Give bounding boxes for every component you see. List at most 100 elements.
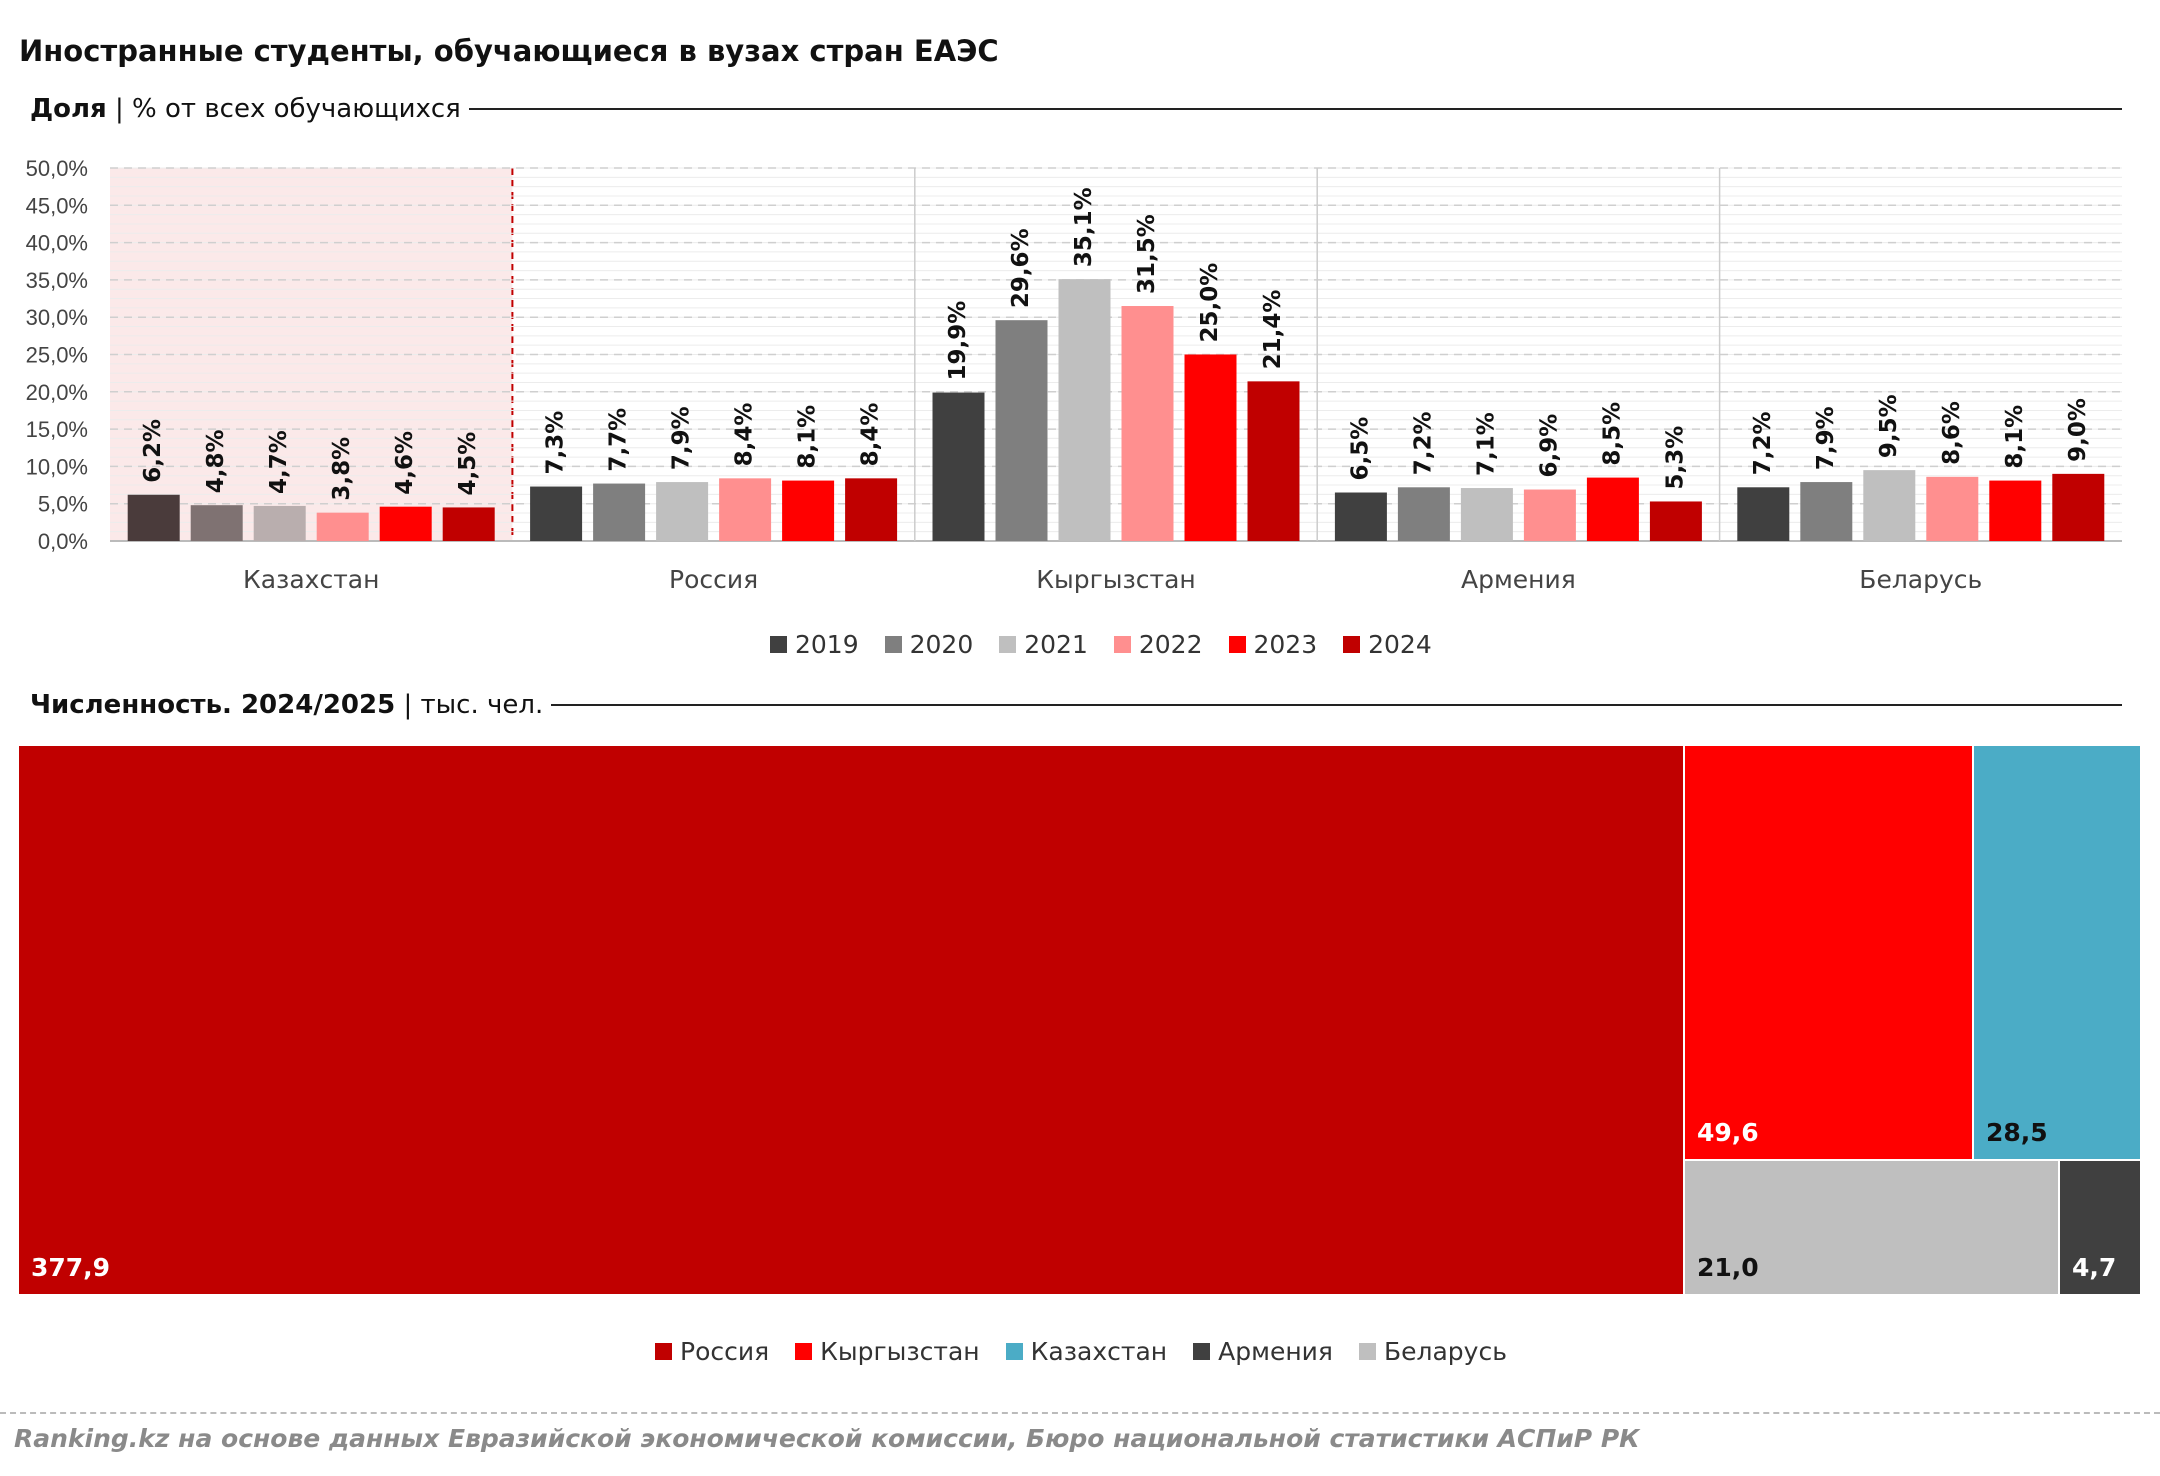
data-label: 31,5% [1134,214,1160,294]
treemap-cell-armenia: 4,7 [2059,1160,2141,1295]
legend-swatch [795,1343,813,1360]
y-tick-label: 45,0% [26,193,88,218]
data-label: 4,7% [266,430,292,494]
category-label: Беларусь [1859,565,1982,594]
data-label: 9,5% [1876,394,1902,458]
legend-swatch [1193,1343,1211,1360]
data-label: 19,9% [945,301,971,381]
bar [190,505,243,541]
treemap-value: 49,6 [1697,1118,1759,1147]
y-tick-label: 15,0% [26,417,88,442]
data-label: 6,2% [140,419,166,483]
bar [379,506,432,541]
treemap-value: 21,0 [1697,1253,1759,1282]
footer-divider [0,1412,2160,1414]
bar-legend: 2019 2020 2021 2022 2023 2024 [770,630,1432,659]
bar [932,392,985,541]
treemap-value: 28,5 [1986,1118,2048,1147]
y-tick-label: 5,0% [38,492,88,517]
data-label: 7,1% [1473,412,1499,476]
legend-swatch [1358,1343,1376,1360]
legend-label: 2019 [795,630,859,659]
bar [1397,487,1450,541]
y-tick-label: 50,0% [26,156,88,181]
legend-item: 2020 [884,630,974,659]
section-share-header: Доля | % от всех обучающихся [30,94,2122,124]
data-label: 6,5% [1347,417,1373,481]
section-share-bold: Доля [30,94,107,124]
bar [845,478,898,541]
treemap-cell-kazakhstan: 28,5 [1973,745,2141,1160]
legend-label: 2023 [1253,630,1318,659]
data-label: 29,6% [1008,228,1034,308]
bar [1800,482,1853,541]
legend-item: 2021 [999,630,1088,659]
bar [442,507,495,541]
legend-swatch [1005,1343,1023,1360]
legend-item: Кыргызстан [795,1337,980,1366]
treemap-cell-kyrgyzstan: 49,6 [1684,745,1973,1160]
bar [1926,476,1979,541]
legend-item: 2019 [770,630,859,659]
legend-item: 2024 [1343,630,1432,659]
bar [995,320,1048,541]
data-label: 8,1% [2002,405,2028,469]
legend-swatch [655,1343,672,1360]
legend-label: Беларусь [1383,1337,1507,1366]
section-count-header: Численность. 2024/2025 | тыс. чел. [30,690,2122,720]
bar [593,483,646,541]
bar [316,512,369,541]
divider [551,704,2122,706]
source-note: Ranking.kz на основе данных Евразийской … [14,1424,1640,1453]
data-label: 3,8% [329,437,355,501]
y-tick-label: 35,0% [26,268,88,293]
y-tick-label: 25,0% [26,343,88,368]
legend-item: 2023 [1228,630,1318,659]
legend-label: Россия [680,1337,770,1366]
data-label: 7,2% [1750,411,1776,475]
bar [2052,473,2105,541]
legend-swatch [770,636,787,653]
legend-label: 2020 [909,630,974,659]
legend-item: Россия [655,1337,769,1366]
bar [1334,492,1387,541]
treemap-legend: Россия Кыргызстан Казахстан Армения Беларусь [655,1337,1507,1366]
legend-label: 2024 [1368,630,1432,659]
bar [127,494,180,541]
legend-item: Армения [1193,1337,1333,1366]
legend-swatch [884,636,902,653]
data-label: 8,4% [858,403,884,467]
data-label: 8,1% [795,405,821,469]
category-label: Казахстан [243,565,379,594]
legend-label: Кыргызстан [820,1337,980,1366]
data-label: 6,9% [1536,414,1562,478]
category-label: Армения [1461,565,1576,594]
y-tick-label: 40,0% [26,231,88,256]
treemap-cell-russia: 377,9 [18,745,1684,1295]
bar [719,478,772,541]
legend-label: 2021 [1024,630,1088,659]
bar [1121,306,1174,541]
category-label: Россия [669,565,758,594]
bar [1863,470,1916,541]
data-label: 7,9% [1813,406,1839,470]
legend-label: 2022 [1138,630,1203,659]
legend-item: Беларусь [1358,1337,1507,1366]
bar [1058,279,1111,541]
y-tick-label: 30,0% [26,305,88,330]
y-tick-label: 0,0% [38,529,88,554]
treemap-value: 4,7 [2072,1253,2117,1282]
legend-swatch [1343,636,1361,653]
bar [1184,354,1237,541]
data-label: 4,6% [392,431,418,495]
data-label: 35,1% [1071,187,1097,267]
section-count-bold: Численность. 2024/2025 [30,690,396,720]
chart-title: Иностранные студенты, обучающиеся в вуза… [19,34,999,68]
data-label: 9,0% [2065,398,2091,462]
legend-label: Казахстан [1030,1337,1168,1366]
data-label: 25,0% [1197,263,1223,343]
data-label: 7,7% [606,408,632,472]
section-count-unit: | тыс. чел. [395,690,544,720]
divider [468,108,2122,110]
data-label: 5,3% [1662,426,1688,490]
